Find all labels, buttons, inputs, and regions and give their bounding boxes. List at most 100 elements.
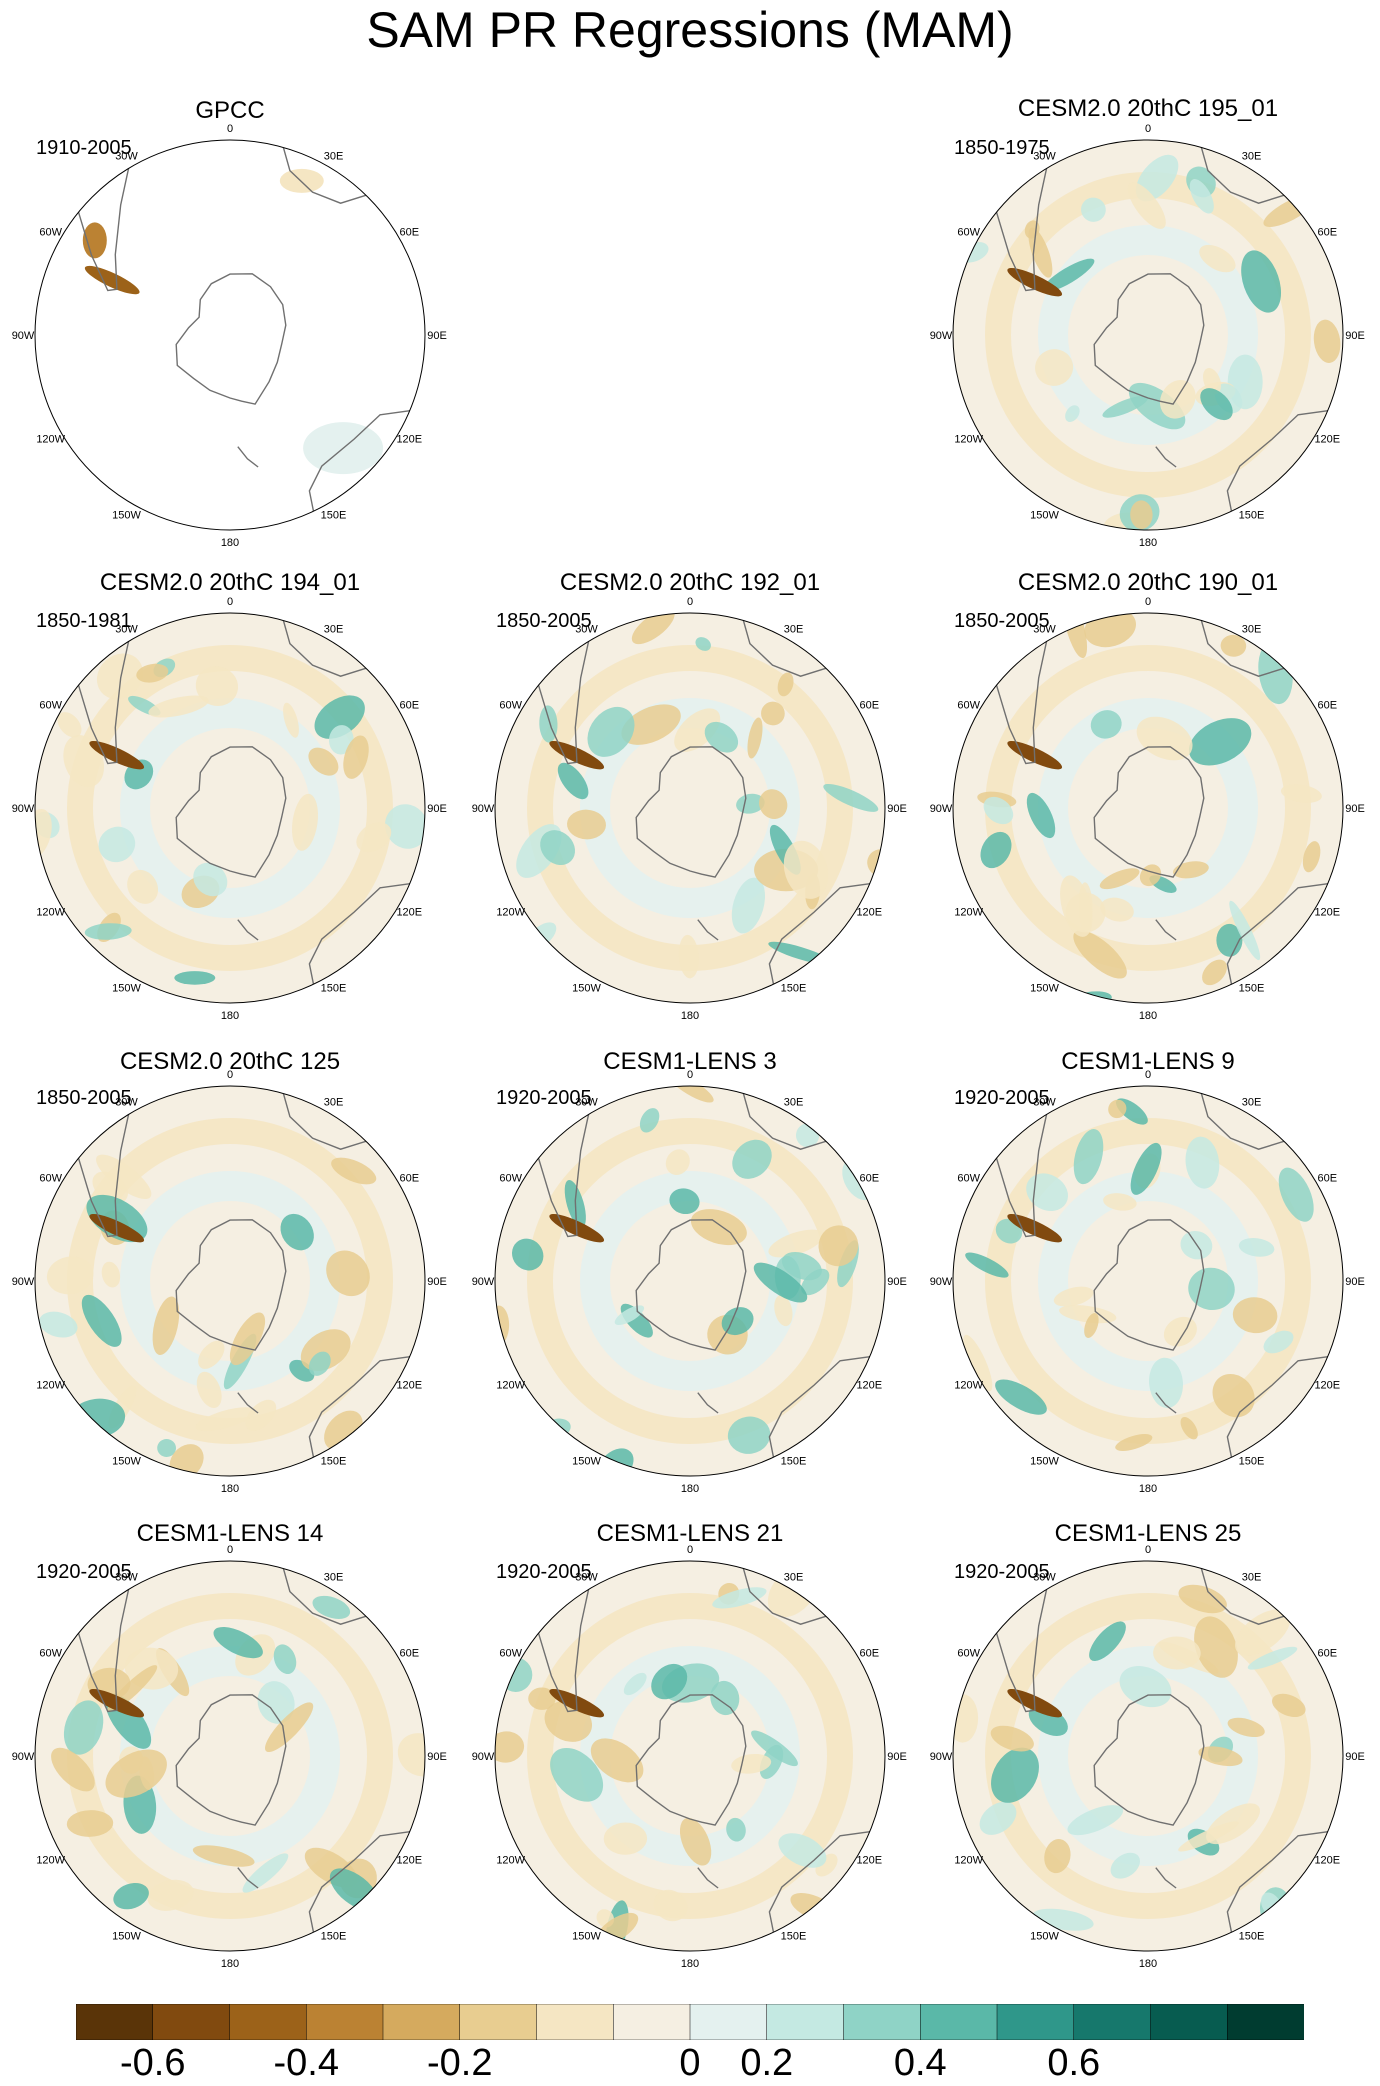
lon-tick-label: 150E xyxy=(1239,982,1265,994)
polar-map: 0 30E 60E 90E 120E 150E 180 150W 120W 90W 60W 30W xyxy=(472,596,907,1022)
lon-tick-label: 150E xyxy=(781,1455,807,1467)
colorbar-tick-label: 0.6 xyxy=(1047,2042,1101,2084)
lon-tick-label: 150E xyxy=(321,982,347,994)
lon-tick-label: 90E xyxy=(427,330,447,342)
coastlines xyxy=(994,614,1334,990)
lon-tick-label: 120W xyxy=(36,434,65,446)
lon-tick-label: 90W xyxy=(12,1276,35,1288)
lon-tick-label: 120W xyxy=(36,907,65,919)
panel-title: CESM1-LENS 9 xyxy=(1061,1048,1235,1075)
lon-tick-label: 150W xyxy=(112,1455,141,1467)
precip-field xyxy=(35,1086,425,1476)
lon-tick-label: 180 xyxy=(221,1958,239,1970)
lon-tick-label: 120E xyxy=(396,1855,422,1867)
map-panel-cesm1-lens-3: CESM1-LENS 3 1920-2005 xyxy=(460,1036,920,1506)
lon-tick-label: 90E xyxy=(1345,330,1365,342)
lon-tick-label: 60E xyxy=(1318,1173,1338,1185)
colorbar-segment xyxy=(766,2004,845,2040)
coastlines xyxy=(536,1087,876,1463)
lon-tick-label: 60W xyxy=(39,1648,62,1660)
lon-tick-label: 0 xyxy=(1145,1544,1151,1556)
lon-tick-label: 60W xyxy=(957,1648,980,1660)
lon-tick-label: 90E xyxy=(427,1276,447,1288)
lon-tick-label: 180 xyxy=(1139,1958,1157,1970)
precip-field xyxy=(35,1561,425,1951)
panel-title: CESM2.0 20thC 194_01 xyxy=(99,569,361,596)
lon-tick-label: 60W xyxy=(499,1648,522,1660)
map-border xyxy=(34,1085,426,1477)
lon-tick-label: 90W xyxy=(472,803,495,815)
lon-tick-label: 30E xyxy=(1242,151,1262,163)
map-border xyxy=(34,1560,426,1952)
lon-tick-label: 30W xyxy=(115,151,138,163)
polar-map: 0 30E 60E 90E 120E 150E 180 150W 120W 90W 60W 30W xyxy=(930,123,1365,549)
figure-title: SAM PR Regressions (MAM) xyxy=(366,2,1014,58)
lon-tick-label: 90W xyxy=(930,330,953,342)
lon-tick-label: 0 xyxy=(227,123,233,135)
colorbar-segment xyxy=(229,2004,307,2040)
polar-map: 0 30E 60E 90E 120E 150E 180 150W 120W 90W 60W 30W xyxy=(12,1544,447,1970)
lon-tick-label: 120W xyxy=(954,1380,983,1392)
lon-tick-label: 150E xyxy=(321,1930,347,1942)
lon-tick-label: 120W xyxy=(496,907,525,919)
lon-tick-label: 90W xyxy=(12,1751,35,1763)
panel-period: 1850-2005 xyxy=(954,610,1050,632)
polar-map: 0 30E 60E 90E 120E 150E 180 150W 120W 90W 60W 30W xyxy=(930,596,1365,1022)
panel-title: CESM2.0 20thC 125 xyxy=(119,1048,341,1075)
lon-tick-label: 180 xyxy=(1139,1483,1157,1495)
polar-map: 0 30E 60E 90E 120E 150E 180 150W 120W 90W 60W 30W xyxy=(930,1544,1365,1970)
polar-map: 0 30E 60E 90E 120E 150E 180 150W 120W 90W 60W 30W xyxy=(12,596,447,1022)
lon-tick-label: 150W xyxy=(572,982,601,994)
lon-tick-label: 0 xyxy=(687,1544,693,1556)
map-border xyxy=(952,1560,1344,1952)
map-panel-cesm2-192: CESM2.0 20thC 192_01 1850-2005 xyxy=(460,563,920,1033)
lon-tick-label: 0 xyxy=(687,1069,693,1081)
panel-period: 1920-2005 xyxy=(954,1087,1050,1109)
panel-period: 1850-1975 xyxy=(954,137,1050,159)
colorbar-segment xyxy=(689,2004,768,2040)
lon-tick-label: 60E xyxy=(400,227,420,239)
colorbar-tick-label: -0.4 xyxy=(273,2042,339,2084)
lon-tick-label: 120E xyxy=(1314,1380,1340,1392)
polar-map: 0 30E 60E 90E 120E 150E 180 150W 120W 90W 60W 30W xyxy=(472,1544,907,1970)
map-border xyxy=(952,139,1344,531)
colorbar-tick-label: 0.2 xyxy=(740,2042,794,2084)
polar-map: 0 30E 60E 90E 120E 150E 180 150W 120W 90W 60W 30W xyxy=(472,1069,907,1495)
lon-tick-label: 150W xyxy=(572,1455,601,1467)
map-border xyxy=(34,139,426,531)
lon-tick-label: 60W xyxy=(39,1173,62,1185)
lon-tick-label: 30E xyxy=(324,151,344,163)
lon-tick-label: 60W xyxy=(39,227,62,239)
map-border xyxy=(952,612,1344,1004)
colorbar-segment xyxy=(1150,2004,1228,2040)
map-panel-gpcc: GPCC 1910-2005 xyxy=(0,90,460,560)
lon-tick-label: 120W xyxy=(954,434,983,446)
lon-tick-label: 90W xyxy=(472,1751,495,1763)
colorbar-segment xyxy=(1073,2004,1152,2040)
precip-field xyxy=(953,140,1343,530)
lon-tick-label: 90W xyxy=(472,1276,495,1288)
lon-tick-label: 60E xyxy=(860,700,880,712)
map-panel-cesm1-lens-14: CESM1-LENS 14 1920-2005 xyxy=(0,1511,460,1981)
lon-tick-label: 90E xyxy=(1345,1751,1365,1763)
panel-period: 1850-2005 xyxy=(496,610,592,632)
lon-tick-label: 0 xyxy=(227,596,233,608)
lon-tick-label: 180 xyxy=(681,1958,699,1970)
lon-tick-label: 30W xyxy=(1033,1572,1056,1584)
colorbar-tick-label: -0.2 xyxy=(427,2042,493,2084)
lon-tick-label: 120E xyxy=(396,434,422,446)
colorbar-tick-label: -0.6 xyxy=(120,2042,186,2084)
coastlines xyxy=(536,1562,876,1938)
lon-tick-label: 30E xyxy=(784,624,804,636)
lon-tick-label: 0 xyxy=(687,596,693,608)
lon-tick-label: 120W xyxy=(496,1380,525,1392)
lon-tick-label: 60E xyxy=(400,1173,420,1185)
map-panel-cesm2-190: CESM2.0 20thC 190_01 1850-2005 xyxy=(918,563,1378,1033)
map-panel-cesm2-195: CESM2.0 20thC 195_01 1850-1975 xyxy=(918,90,1378,560)
colorbar-segment xyxy=(843,2004,921,2040)
lon-tick-label: 60W xyxy=(39,700,62,712)
lon-tick-label: 180 xyxy=(221,1483,239,1495)
lon-tick-label: 90W xyxy=(12,803,35,815)
coastlines xyxy=(76,141,416,517)
lon-tick-label: 150W xyxy=(1030,982,1059,994)
